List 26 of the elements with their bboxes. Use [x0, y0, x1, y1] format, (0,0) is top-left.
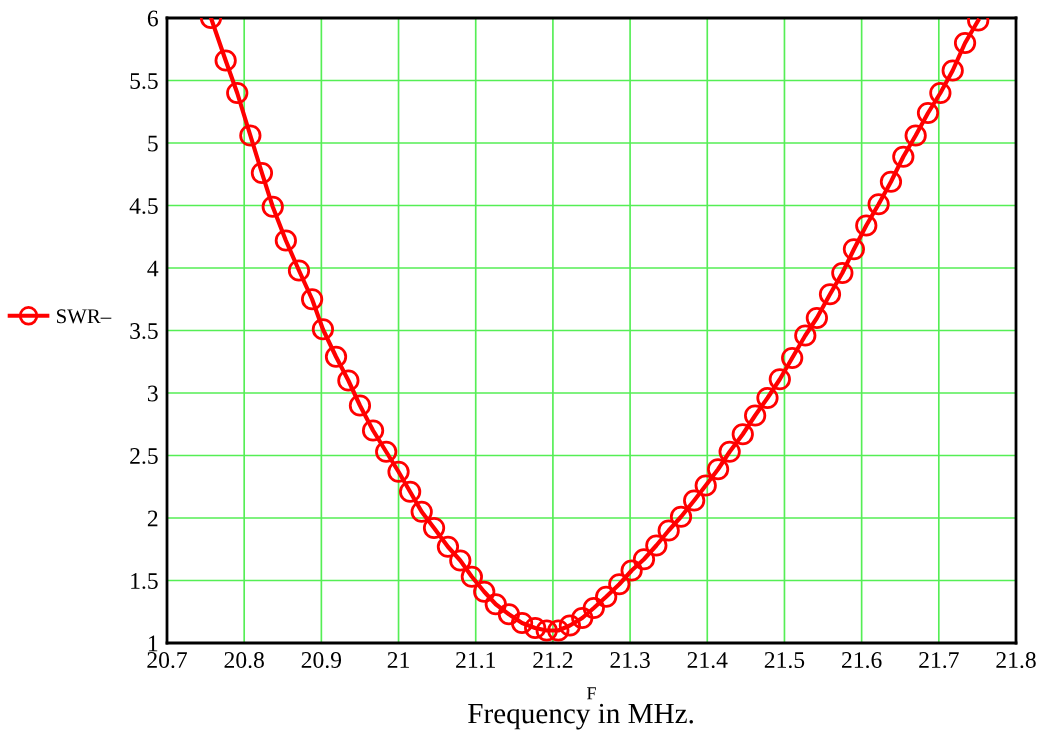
- x-tick-label: 21: [387, 652, 409, 668]
- x-tick-label: 21.2: [533, 652, 573, 669]
- x-tick-label: 20.9: [301, 652, 342, 669]
- y-tick-label: 5.5: [130, 73, 158, 90]
- y-tick-label: 4: [147, 260, 159, 277]
- x-tick-label: 21.8: [996, 652, 1036, 669]
- legend-label: SWR–: [57, 309, 112, 324]
- y-tick-label: 4.5: [129, 198, 158, 215]
- x-tick-label: 21.7: [919, 652, 959, 669]
- y-tick-label: 2: [147, 510, 158, 527]
- y-tick-label: 3: [147, 385, 158, 402]
- y-tick-label: 1: [148, 635, 158, 652]
- x-tick-label: 21.3: [610, 652, 650, 669]
- y-tick-label: 5: [148, 135, 158, 152]
- text: Frequency in MHz.: [468, 703, 693, 730]
- x-tick-label: 21.5: [764, 652, 805, 669]
- x-tick-label: 20.7: [147, 652, 187, 669]
- x-axis-title: F: [587, 687, 596, 700]
- y-tick-label: 3.5: [130, 323, 158, 340]
- y-tick-label: 1.5: [131, 573, 158, 590]
- x-tick-label: 21.1: [456, 652, 495, 669]
- y-tick-label: 2.5: [130, 448, 158, 465]
- y-tick-label: 6: [147, 10, 158, 27]
- x-tick-label: 21.4: [687, 652, 728, 669]
- x-tick-label: 20.8: [224, 652, 264, 669]
- x-tick-label: 21.6: [842, 652, 882, 669]
